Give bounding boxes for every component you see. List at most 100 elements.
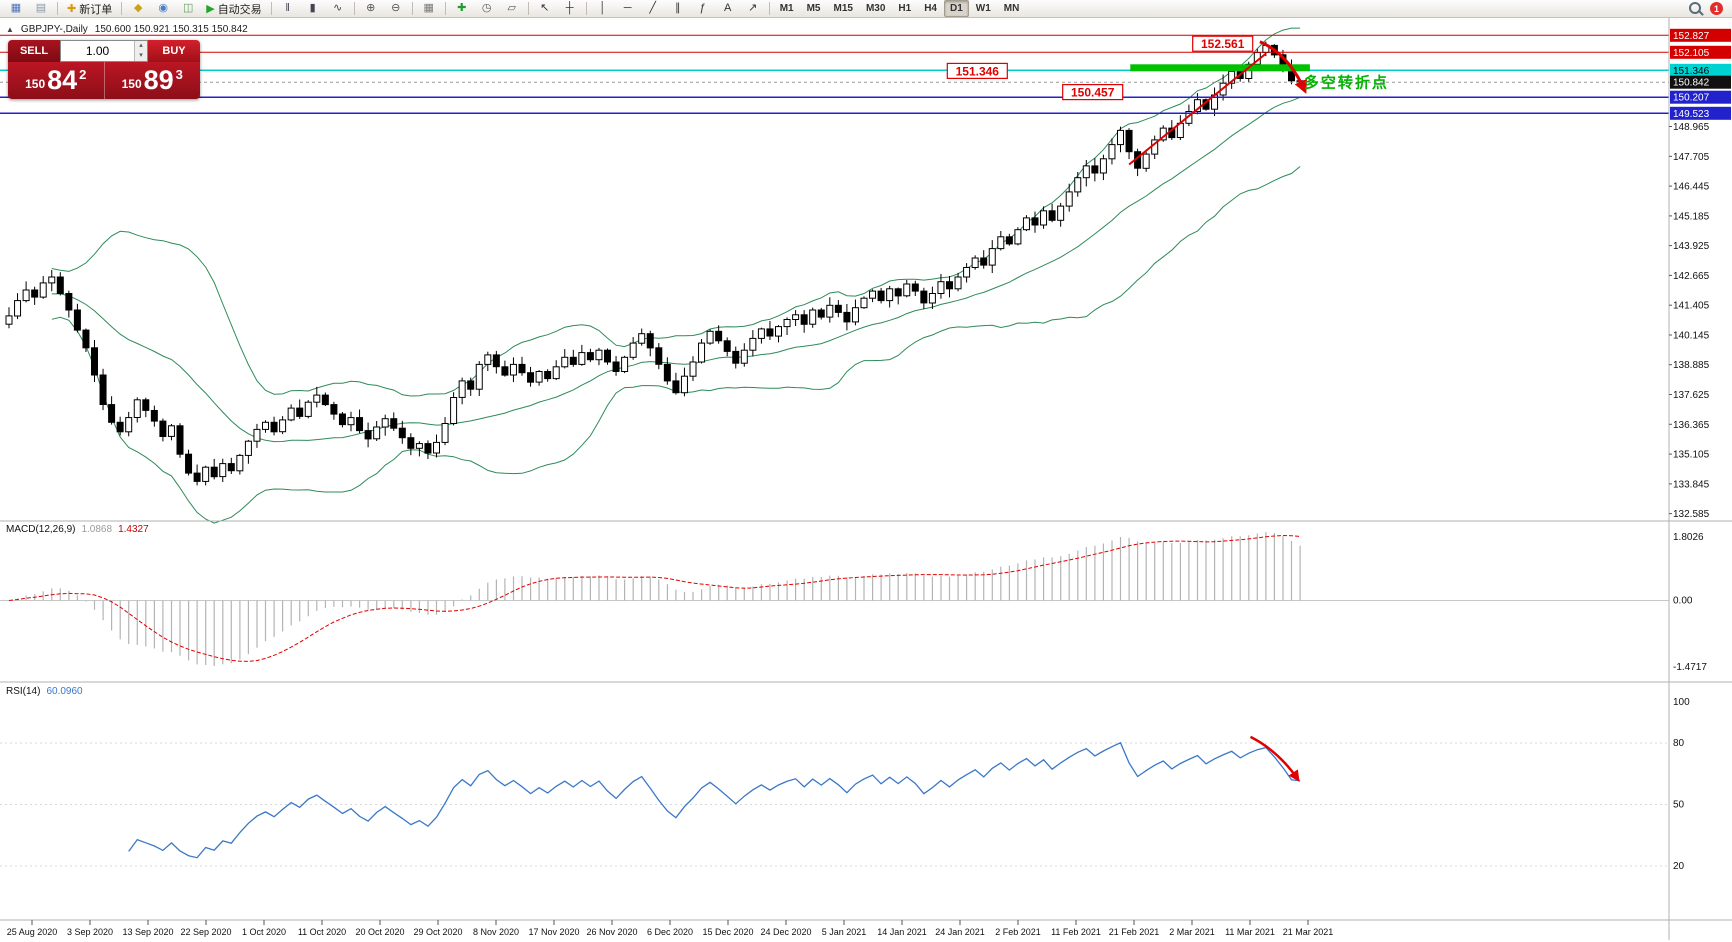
lot-increase-button[interactable]: ▴ [135, 41, 147, 51]
bar-chart-mode-icon[interactable]: ‖ [276, 0, 300, 18]
price-scale-mark-label: 150.207 [1673, 93, 1710, 104]
time-axis-label: 2 Feb 2021 [995, 927, 1041, 937]
candle-bull [1022, 217, 1030, 231]
fibonacci-icon-glyph: ƒ [699, 2, 706, 14]
time-axis-label: 26 Nov 2020 [586, 927, 637, 937]
bid-pip-fraction: 2 [79, 67, 87, 82]
candle-bear [73, 309, 81, 331]
candle-bull [903, 283, 911, 297]
collapse-one-click-icon[interactable]: ▲ [6, 25, 14, 34]
price-scale-tick-label: 141.405 [1673, 301, 1710, 312]
candle-bull [1040, 210, 1048, 226]
trade-panel-prices: 150 84 2 150 89 3 [8, 62, 200, 99]
reversal-arrow[interactable] [1259, 40, 1307, 94]
cursor-icon-glyph: ↖ [540, 2, 550, 14]
timeframe-m1[interactable]: M1 [779, 3, 794, 14]
new-chart-icon[interactable]: ▦ [4, 0, 28, 18]
candle-bull [561, 356, 569, 368]
candlestick-mode-icon-glyph: ▮ [309, 2, 316, 14]
autotrading-button[interactable]: ▶ 自动交易 [201, 0, 266, 18]
horizontal-line-icon[interactable]: ─ [616, 0, 640, 18]
timeframe-m30[interactable]: M30 [865, 3, 886, 14]
trendline[interactable] [1128, 52, 1267, 166]
new-order-button-label: 新订单 [79, 3, 113, 16]
timeframe-mn[interactable]: MN [1003, 3, 1020, 14]
lot-size-input[interactable]: 1.00 ▴ ▾ [60, 40, 148, 62]
candle-bear [99, 374, 107, 405]
lot-size-value[interactable]: 1.00 [85, 44, 110, 58]
chart-canvas[interactable]: 152.561 151.346 150.457 多空转折点 148.965 147.705… [0, 18, 1732, 942]
candle-bull [14, 300, 22, 317]
channel-icon[interactable]: ∥ [666, 0, 690, 18]
candle-bear [407, 437, 415, 449]
timeframe-h4[interactable]: H4 [924, 3, 937, 14]
bid-price[interactable]: 150 84 2 [8, 62, 104, 99]
price-scale-tick-label: 137.625 [1673, 390, 1710, 401]
candle-bear [894, 288, 902, 297]
candle-bull [1065, 191, 1073, 207]
rsi-scale-label-100: 100 [1673, 697, 1690, 708]
lot-decrease-button[interactable]: ▾ [135, 51, 147, 61]
ask-price[interactable]: 150 89 3 [105, 62, 201, 99]
price-scale-mark-152.105 [1670, 45, 1731, 59]
tile-windows-icon[interactable]: ▦ [417, 0, 441, 18]
line-chart-mode-icon[interactable]: ∿ [326, 0, 350, 18]
periods-icon[interactable]: ◷ [475, 0, 499, 18]
timeframe-m5[interactable]: M5 [806, 3, 821, 14]
search-icon[interactable] [1688, 1, 1704, 16]
time-axis-label: 13 Sep 2020 [122, 927, 173, 937]
crosshair-icon[interactable]: ┼ [558, 0, 582, 18]
timeframe-d1[interactable]: D1 [944, 0, 969, 17]
ask-pip-fraction: 3 [175, 67, 183, 82]
price-tag-box[interactable] [1192, 35, 1254, 52]
time-axis[interactable]: 25 Aug 2020 3 Sep 2020 13 Sep 2020 22 Sep 2… [7, 920, 1334, 937]
new-order-button[interactable]: ✚ 新订单 [62, 0, 117, 18]
main-toolbar: ▦ ▤ ✚ 新订单 ◆ ◉ ◫ ▶ 自动交易 ‖ ▮ ∿ ⊕ ⊖ ▦ ✚ ◷ ▱ ↖ ┼ │ ─ ╱ ∥ ƒ A ↗ M1 M5 M15 M… [0, 0, 1732, 18]
candle-bear [646, 333, 654, 349]
price-scale[interactable]: 148.965 147.705 146.445 145.185 143.925 142.6… [1669, 28, 1731, 872]
notification-badge[interactable]: 1 [1710, 2, 1723, 15]
vertical-line-icon-glyph: │ [599, 2, 607, 14]
timeframe-m15[interactable]: M15 [833, 3, 853, 14]
new-order-icon: ✚ [67, 3, 77, 15]
vertical-line-icon[interactable]: │ [591, 0, 615, 18]
candle-bear [569, 356, 577, 365]
price-scale-tick-label: 136.365 [1673, 420, 1710, 431]
text-icon[interactable]: A [716, 0, 740, 18]
bollinger-bands [51, 27, 1301, 524]
timeframe-h1[interactable]: H1 [898, 3, 912, 14]
market-watch-icon[interactable]: ◆ [126, 0, 150, 18]
resistance-zone-bar[interactable] [1130, 64, 1310, 72]
toolbar-separator [585, 2, 587, 15]
candle-bear [390, 418, 398, 429]
candle-bear [663, 363, 671, 382]
rsi-down-arrow[interactable] [1249, 735, 1300, 782]
profiles-icon[interactable]: ▤ [29, 0, 53, 18]
price-tag-box[interactable] [946, 62, 1008, 80]
fibonacci-icon[interactable]: ƒ [691, 0, 715, 18]
price-tag-box[interactable] [1062, 83, 1124, 101]
zoom-in-icon[interactable]: ⊕ [359, 0, 383, 18]
sell-button[interactable]: SELL [8, 40, 60, 62]
trendline-icon-glyph: ╱ [649, 2, 656, 14]
candle-bull [1228, 70, 1236, 84]
data-window-icon[interactable]: ◉ [151, 0, 175, 18]
candle-bull [48, 276, 56, 284]
zoom-out-icon[interactable]: ⊖ [384, 0, 408, 18]
arrows-icon[interactable]: ↗ [741, 0, 765, 18]
cursor-icon[interactable]: ↖ [533, 0, 557, 18]
candlestick-mode-icon[interactable]: ▮ [301, 0, 325, 18]
candle-bear [116, 421, 124, 433]
profiles-icon-glyph: ▤ [35, 2, 47, 14]
bollinger-upper-band [51, 27, 1301, 397]
trendline-icon[interactable]: ╱ [641, 0, 665, 18]
macd-main-value: 1.0868 [81, 524, 113, 535]
trade-price-divider [103, 62, 105, 99]
indicators-icon[interactable]: ✚ [450, 0, 474, 18]
candle-bear [655, 347, 663, 365]
templates-icon[interactable]: ▱ [500, 0, 524, 18]
timeframe-w1[interactable]: W1 [975, 3, 991, 14]
buy-button[interactable]: BUY [148, 40, 200, 62]
candle-bull [219, 463, 227, 478]
navigator-icon[interactable]: ◫ [176, 0, 200, 18]
